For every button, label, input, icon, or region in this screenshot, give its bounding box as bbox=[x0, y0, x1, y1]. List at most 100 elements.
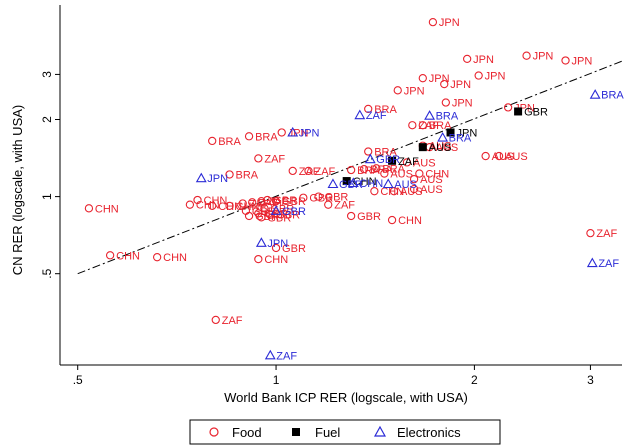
data-point-label: GBR bbox=[282, 206, 306, 218]
data-point bbox=[408, 121, 417, 130]
data-point bbox=[304, 166, 313, 176]
x-tick-label: 1 bbox=[273, 373, 280, 387]
data-point-label: BRA bbox=[255, 131, 278, 143]
data-point-label: BRA bbox=[374, 147, 397, 159]
data-point bbox=[440, 79, 449, 89]
data-point-label: ZAF bbox=[222, 315, 243, 327]
data-point bbox=[387, 215, 397, 225]
legend-square-marker bbox=[292, 428, 300, 436]
data-point bbox=[84, 204, 94, 213]
data-point bbox=[211, 315, 220, 325]
data-point-label: ZAF bbox=[299, 166, 320, 178]
legend-label-electronics: Electronics bbox=[397, 425, 461, 440]
data-point bbox=[299, 193, 308, 202]
data-point-label: CHN bbox=[425, 169, 449, 181]
data-point-label: AUS bbox=[429, 142, 452, 154]
data-point-label: CHN bbox=[95, 203, 119, 215]
data-point bbox=[346, 211, 356, 221]
data-point bbox=[589, 89, 601, 99]
legend-box bbox=[189, 419, 501, 445]
data-point bbox=[463, 54, 472, 64]
data-point-label: BRA bbox=[357, 165, 380, 177]
data-point bbox=[314, 192, 323, 201]
data-point bbox=[105, 251, 115, 260]
data-point bbox=[257, 213, 266, 222]
data-point-label: GBR bbox=[524, 106, 548, 118]
data-point bbox=[354, 109, 366, 120]
data-point-label: AUS bbox=[505, 151, 528, 163]
data-point-label: AUS bbox=[390, 169, 413, 181]
data-point bbox=[446, 128, 455, 137]
data-point bbox=[481, 151, 490, 161]
data-point-label: BRA bbox=[449, 133, 472, 145]
x-tick-label: 2 bbox=[471, 373, 478, 387]
axes-layer: .5 1 2 3 .5 1 2 3 bbox=[40, 5, 622, 387]
data-point-label: GBR bbox=[376, 154, 400, 166]
data-point-label: CHN bbox=[218, 201, 242, 213]
data-point-label: CHN bbox=[398, 215, 422, 227]
data-point bbox=[388, 156, 397, 165]
data-point bbox=[238, 199, 247, 208]
data-point bbox=[389, 187, 399, 196]
data-point-label: JPN bbox=[207, 173, 228, 185]
data-point-label: CHN bbox=[163, 252, 187, 264]
data-point bbox=[409, 174, 419, 184]
legend-entry-food: Food bbox=[209, 425, 262, 440]
data-point bbox=[270, 205, 282, 215]
data-point bbox=[347, 177, 359, 188]
data-point bbox=[402, 158, 412, 167]
y-axis-title: CN RER (logscale, with USA) bbox=[10, 105, 25, 276]
data-point bbox=[415, 169, 424, 178]
fit-line bbox=[77, 60, 623, 275]
data-point-label: GBR bbox=[357, 211, 381, 223]
data-point-label: JPN bbox=[429, 73, 450, 85]
data-point-label: CHN bbox=[353, 176, 377, 188]
data-point-label: JPN bbox=[404, 85, 425, 97]
data-point-label: ZAF bbox=[596, 228, 617, 240]
data-point bbox=[437, 131, 449, 142]
data-point-label: ZAF bbox=[264, 153, 285, 165]
data-point bbox=[271, 243, 281, 253]
data-point bbox=[263, 195, 272, 205]
data-point bbox=[271, 196, 281, 206]
data-point bbox=[153, 253, 162, 262]
data-point-label: ZAF bbox=[334, 200, 355, 212]
data-point bbox=[287, 126, 299, 137]
data-point bbox=[359, 164, 369, 174]
y-tick-label: .5 bbox=[40, 268, 54, 278]
data-point-label: GBR bbox=[276, 210, 300, 222]
data-point-label: CHN bbox=[359, 178, 383, 190]
data-point-label: CHN bbox=[116, 250, 140, 262]
data-point bbox=[324, 200, 333, 209]
data-point-label: AUS bbox=[394, 179, 417, 191]
data-point bbox=[370, 187, 379, 196]
legend: Food Fuel Electronics bbox=[189, 419, 501, 445]
data-point bbox=[327, 178, 339, 189]
data-point bbox=[264, 349, 276, 360]
data-point bbox=[409, 184, 419, 194]
data-point bbox=[254, 154, 263, 163]
data-point bbox=[586, 257, 598, 268]
data-point bbox=[185, 200, 195, 209]
data-point-label: JPN bbox=[473, 54, 494, 66]
legend-entry-fuel: Fuel bbox=[292, 425, 340, 440]
data-point bbox=[244, 132, 254, 141]
y-tick-label: 1 bbox=[40, 193, 54, 200]
legend-label-food: Food bbox=[232, 425, 262, 440]
data-point bbox=[364, 147, 373, 156]
data-point-label: CHN bbox=[380, 186, 404, 198]
data-point bbox=[418, 74, 427, 83]
data-point-label: BRA bbox=[436, 111, 459, 123]
data-point bbox=[372, 164, 381, 173]
x-tick-label: 3 bbox=[587, 373, 594, 387]
data-point-label: JPN bbox=[450, 79, 471, 91]
data-point-label: AUS bbox=[436, 142, 459, 154]
data-point-label: CHN bbox=[236, 201, 260, 213]
legend-triangle-marker bbox=[373, 425, 387, 437]
data-point-label: GBR bbox=[339, 179, 363, 191]
data-point bbox=[522, 51, 531, 60]
data-point bbox=[225, 201, 234, 211]
